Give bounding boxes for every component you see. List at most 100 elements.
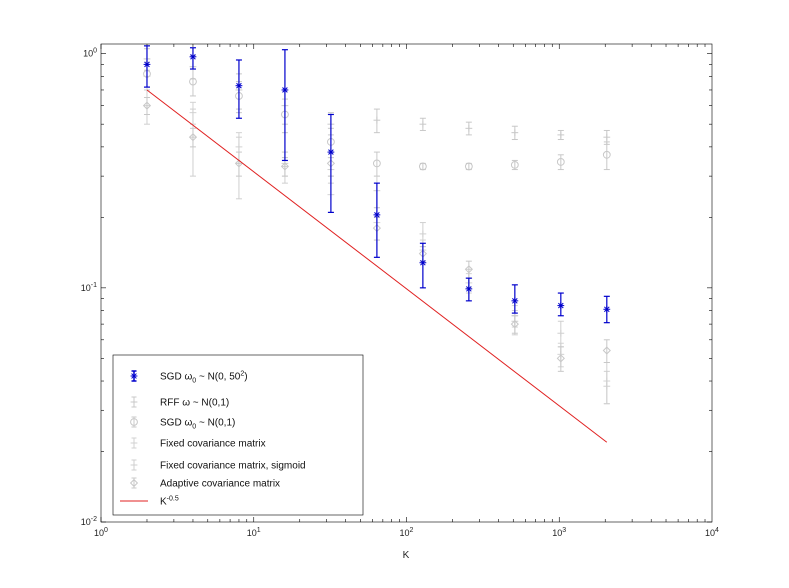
y-tick-label-exp: -1: [91, 282, 97, 289]
y-tick-label-exp: 0: [93, 48, 97, 55]
marker-stroke: [188, 133, 198, 142]
legend-label-part: RFF ω ~ N(0,1): [160, 398, 229, 409]
legend-entry: RFF ω ~ N(0,1): [130, 396, 229, 409]
x-tick-label-exp: 1: [257, 527, 261, 534]
data-point: [373, 108, 381, 134]
marker-stroke: [142, 101, 152, 110]
legend-entry: K-0.5: [120, 496, 179, 508]
point-marker: [419, 259, 427, 267]
legend-entry: Adaptive covariance matrix: [129, 477, 280, 490]
legend-label-part: 2: [240, 371, 244, 378]
x-axis-label: K: [403, 550, 410, 561]
marker-stroke: [418, 162, 427, 171]
marker-stroke: [510, 161, 519, 169]
marker-stroke: [129, 478, 139, 488]
data-point: [603, 370, 611, 405]
point-marker: [373, 116, 381, 124]
legend-entry: Fixed covariance matrix, sigmoid: [130, 459, 306, 472]
marker-stroke: [556, 158, 565, 166]
data-point: [511, 125, 519, 141]
legend-label: Fixed covariance matrix, sigmoid: [160, 461, 306, 472]
series-6: [146, 89, 608, 443]
point-marker: [557, 302, 565, 309]
data-point: [143, 45, 151, 88]
data-point: [465, 121, 473, 136]
marker-stroke: [464, 265, 473, 274]
point-marker: [419, 120, 427, 128]
x-tick-label: 100: [94, 527, 108, 538]
marker-stroke: [280, 162, 290, 171]
marker-stroke: [558, 302, 564, 309]
data-point: [464, 162, 473, 171]
point-marker: [510, 161, 519, 169]
y-tick-label: 100: [83, 48, 97, 59]
data-point: [557, 129, 565, 141]
point-marker: [281, 86, 289, 94]
data-point: [419, 242, 427, 289]
x-tick-label-base: 10: [247, 528, 257, 538]
point-marker: [418, 162, 427, 171]
point-marker: [465, 285, 473, 293]
marker-stroke: [236, 82, 242, 89]
legend-label-part: ): [244, 372, 247, 383]
marker-stroke: [131, 373, 137, 379]
point-marker: [602, 346, 611, 355]
marker-stroke: [372, 159, 381, 168]
point-marker: [419, 230, 427, 238]
x-tick-label-base: 10: [705, 528, 715, 538]
point-marker: [465, 124, 473, 132]
marker-stroke: [510, 320, 519, 329]
data-point: [327, 113, 335, 213]
point-marker: [510, 320, 519, 329]
series-0: [143, 45, 611, 324]
point-marker: [603, 133, 611, 141]
legend-label-part: ~ N(0,1): [196, 418, 235, 429]
legend-marker: [130, 398, 138, 406]
marker-stroke: [189, 77, 197, 86]
point-marker: [235, 82, 243, 90]
x-tick-label-exp: 0: [104, 527, 108, 534]
point-marker: [557, 329, 565, 337]
marker-stroke: [556, 354, 565, 363]
data-point: [510, 315, 519, 334]
x-tick-label-exp: 4: [715, 527, 719, 534]
legend-label-part: 0: [192, 424, 196, 431]
marker-stroke: [328, 149, 334, 155]
x-tick-label: 103: [552, 527, 566, 538]
data-point: [602, 339, 611, 363]
legend-label: SGD ω0 ~ N(0,1): [160, 418, 235, 431]
y-tick-label-base: 10: [81, 283, 91, 293]
marker-stroke: [464, 162, 473, 171]
x-tick-label-exp: 2: [410, 527, 414, 534]
point-marker: [556, 354, 565, 363]
marker-stroke: [374, 212, 380, 218]
data-point: [419, 117, 427, 131]
point-marker: [373, 211, 381, 219]
data-point: [373, 182, 381, 258]
legend-label-part: Fixed covariance matrix: [160, 439, 266, 450]
data-point: [142, 96, 152, 115]
marker-stroke: [282, 87, 288, 93]
marker-stroke: [420, 259, 426, 266]
point-marker: [603, 305, 611, 313]
legend-entry: SGD ω0 ~ N(0,1): [130, 416, 235, 431]
legend-marker: [130, 461, 138, 469]
legend-label: Fixed covariance matrix: [160, 439, 266, 450]
data-point: [281, 49, 289, 162]
legend-label: Adaptive covariance matrix: [160, 479, 280, 490]
marker-stroke: [144, 61, 150, 68]
data-point: [556, 346, 565, 372]
legend-label-part: Adaptive covariance matrix: [160, 479, 280, 490]
legend-label-part: -0.5: [167, 496, 179, 503]
legend-label: K-0.5: [160, 496, 179, 508]
marker-stroke: [190, 53, 196, 60]
data-point: [510, 159, 519, 171]
y-tick-label: 10-1: [81, 282, 97, 293]
series-layer: [142, 45, 611, 443]
x-tick-label-base: 10: [400, 528, 410, 538]
marker-stroke: [602, 346, 611, 355]
legend-entry: SGD ω0 ~ N(0, 502): [130, 370, 248, 385]
point-marker: [372, 159, 381, 168]
point-marker: [189, 77, 197, 86]
